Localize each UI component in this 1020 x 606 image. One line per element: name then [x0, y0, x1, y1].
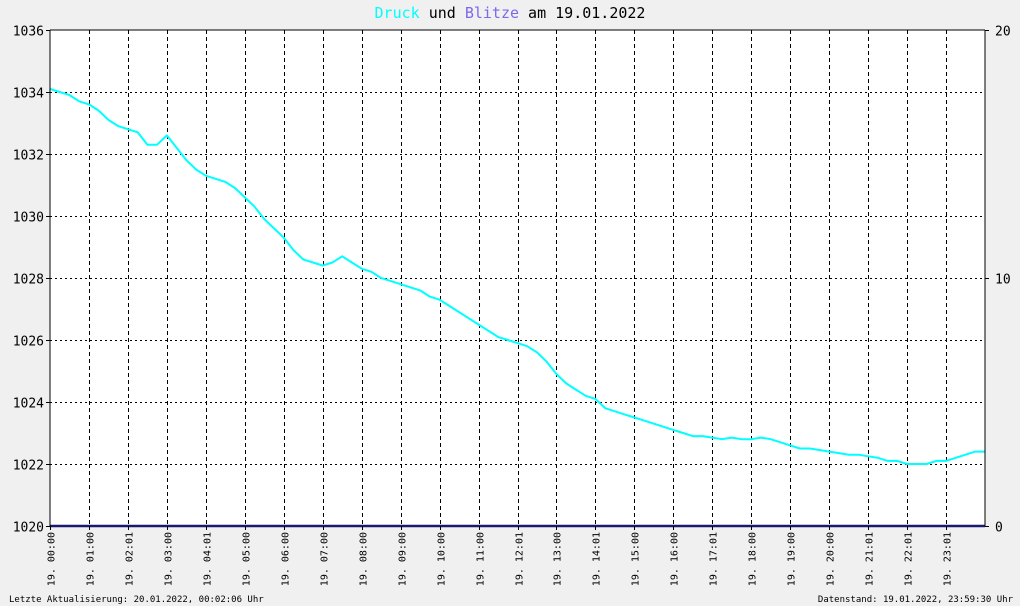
x-tick-label: 19. 19:00 [787, 532, 798, 586]
x-tick-label: 19. 23:01 [943, 532, 954, 586]
x-tick-label: 19. 11:00 [476, 532, 487, 586]
x-tick-label: 19. 15:00 [631, 532, 642, 586]
x-tick-label: 19. 07:00 [320, 532, 331, 586]
y-left-tick-label: 1028 [13, 273, 44, 288]
y-left-tick-label: 1034 [13, 87, 44, 102]
x-tick-label: 19. 18:00 [748, 532, 759, 586]
x-tick-label: 19. 22:01 [904, 532, 915, 586]
x-tick-label: 19. 02:01 [125, 532, 136, 586]
x-tick-label: 19. 13:00 [553, 532, 564, 586]
y-left-tick-label: 1026 [13, 335, 44, 350]
title-blitze: Blitze [465, 4, 519, 22]
title-date: am 19.01.2022 [519, 4, 645, 22]
y-right-tick-label: 0 [995, 521, 1003, 536]
grid-lines [50, 30, 985, 526]
y-right-tick-label: 10 [995, 273, 1011, 288]
y-right-tick-label: 20 [995, 25, 1011, 40]
axis-tick-labels: 19. 00:00 19. 01:00 19. 02:01 19. 03:00 19. … [13, 25, 1011, 587]
y-left-tick-label: 1020 [13, 521, 44, 536]
x-tick-label: 19. 21:01 [865, 532, 876, 586]
footer-last-update: Letzte Aktualisierung: 20.01.2022, 00:02… [9, 595, 264, 605]
series-line-druck [49, 87, 985, 465]
y-left-tick-label: 1032 [13, 149, 44, 164]
footer-data-status: Datenstand: 19.01.2022, 23:59:30 Uhr [818, 595, 1014, 605]
x-tick-label: 19. 05:00 [242, 532, 253, 586]
x-tick-label: 19. 01:00 [86, 532, 97, 586]
x-tick-label: 19. 10:00 [437, 532, 448, 586]
y-left-tick-label: 1022 [13, 459, 44, 474]
x-tick-label: 19. 16:00 [670, 532, 681, 586]
y-left-tick-label: 1030 [13, 211, 44, 226]
x-tick-label: 19. 00:00 [47, 532, 58, 586]
chart-title: Druck und Blitze am 19.01.2022 [375, 4, 646, 22]
x-tick-label: 19. 03:00 [164, 532, 175, 586]
x-tick-label: 19. 09:00 [398, 532, 409, 586]
y-left-tick-label: 1024 [13, 397, 44, 412]
x-tick-label: 19. 14:01 [592, 532, 603, 586]
x-tick-label: 19. 17:01 [709, 532, 720, 586]
title-druck: Druck [375, 4, 420, 22]
x-tick-label: 19. 08:00 [359, 532, 370, 586]
x-tick-label: 19. 12:01 [515, 532, 526, 586]
title-und: und [420, 4, 465, 22]
x-tick-label: 19. 20:00 [826, 532, 837, 586]
x-tick-label: 19. 06:00 [281, 532, 292, 586]
y-left-tick-label: 1036 [13, 25, 44, 40]
x-tick-label: 19. 04:01 [203, 532, 214, 586]
